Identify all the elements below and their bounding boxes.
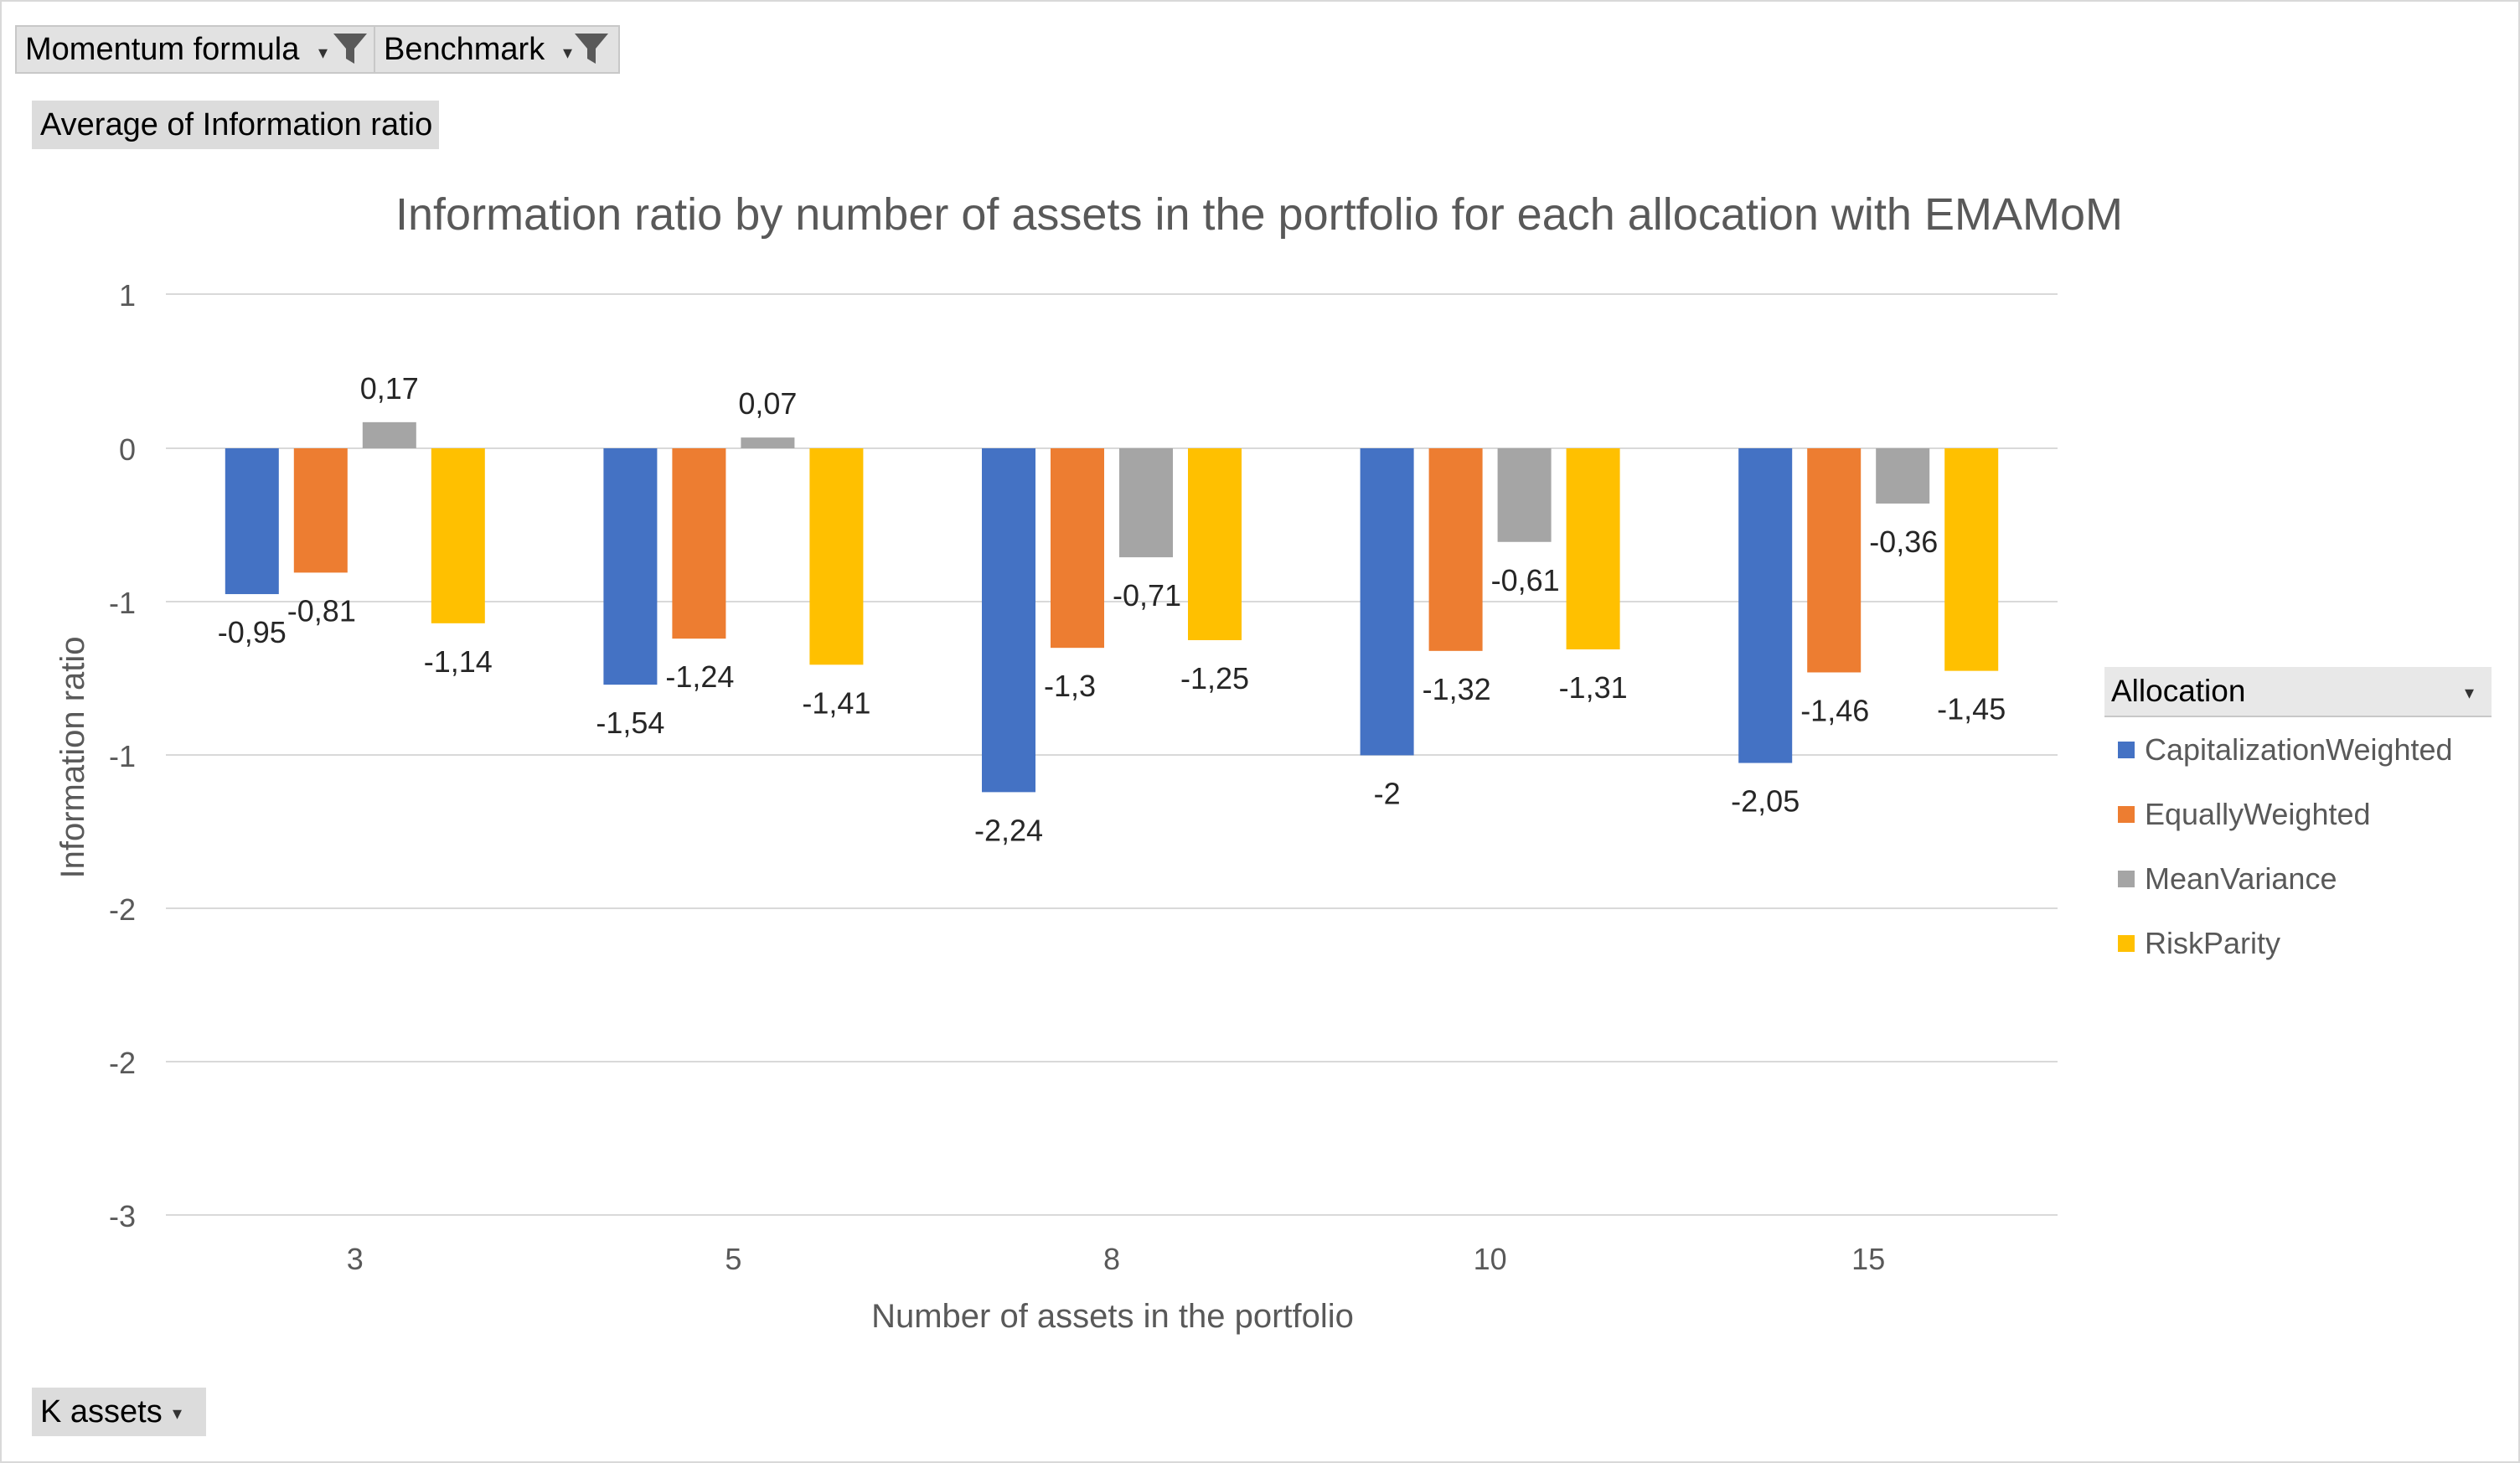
y-tick-label: -2 <box>109 892 136 927</box>
data-label: -0,36 <box>1869 525 1938 559</box>
x-tick-label: 15 <box>1851 1242 1885 1276</box>
bar[interactable] <box>1051 448 1104 649</box>
legend-swatch <box>2118 805 2135 823</box>
bar[interactable] <box>603 448 658 685</box>
data-label: -2 <box>1374 776 1401 810</box>
bar[interactable] <box>362 421 416 448</box>
bar[interactable] <box>1428 448 1483 651</box>
bar[interactable] <box>1188 448 1242 640</box>
filter-momentum-formula[interactable]: Momentum formula ▾ <box>15 25 375 74</box>
bar[interactable] <box>1119 448 1173 558</box>
legend-swatch <box>2118 870 2135 887</box>
bar[interactable] <box>1876 448 1930 504</box>
data-label: -0,61 <box>1491 563 1560 597</box>
bar[interactable] <box>1497 448 1552 542</box>
legend: Allocation ▾ CapitalizationWeighted Equal… <box>2104 667 2492 975</box>
legend-label: CapitalizationWeighted <box>2145 732 2453 767</box>
data-label: -1,14 <box>424 644 493 679</box>
data-label: -1,45 <box>1937 692 2006 726</box>
legend-label: RiskParity <box>2145 925 2281 960</box>
x-tick-label: 8 <box>1103 1242 1120 1276</box>
x-tick-label: 10 <box>1474 1242 1507 1276</box>
axis-field-button[interactable]: K assets ▾ <box>32 1388 206 1436</box>
chevron-down-icon[interactable]: ▾ <box>2465 682 2475 703</box>
chevron-down-icon[interactable]: ▾ <box>318 42 328 63</box>
chart-title: Information ratio by number of assets in… <box>395 189 2123 240</box>
chevron-down-icon[interactable]: ▾ <box>173 1403 183 1424</box>
data-label: -1,24 <box>665 659 734 694</box>
legend-field-label: Allocation <box>2111 674 2246 708</box>
data-label: -1,54 <box>596 706 664 740</box>
x-tick-label: 5 <box>725 1242 741 1276</box>
data-label: 0,17 <box>360 371 419 406</box>
legend-field-button[interactable]: Allocation ▾ <box>2104 667 2492 717</box>
y-axis-title: Information ratio <box>54 636 91 878</box>
data-label: -1,41 <box>802 685 870 720</box>
values-field-label: Average of Information ratio <box>40 106 433 142</box>
bar[interactable] <box>431 448 485 623</box>
y-tick-label: 1 <box>119 278 136 313</box>
legend-swatch <box>2118 741 2135 758</box>
chevron-down-icon[interactable]: ▾ <box>563 42 573 63</box>
bar[interactable] <box>293 448 348 573</box>
data-label: -0,81 <box>287 593 356 628</box>
legend-item[interactable]: CapitalizationWeighted <box>2104 717 2492 782</box>
data-label: -0,71 <box>1113 578 1181 613</box>
funnel-icon[interactable] <box>573 32 610 67</box>
filter-benchmark-label: Benchmark <box>384 31 545 67</box>
data-label: -2,24 <box>974 813 1043 847</box>
x-axis-title: Number of assets in the portfolio <box>871 1298 1354 1335</box>
axis-field-label: K assets <box>40 1393 163 1429</box>
bar[interactable] <box>809 448 864 665</box>
legend-label: EquallyWeighted <box>2145 796 2371 831</box>
bar[interactable] <box>1360 448 1414 756</box>
bar[interactable] <box>225 448 279 595</box>
legend-label: MeanVariance <box>2145 861 2337 896</box>
bar[interactable] <box>982 448 1035 793</box>
bar[interactable] <box>672 448 726 639</box>
filter-momentum-label: Momentum formula <box>25 31 300 67</box>
y-tick-label: -2 <box>109 1046 136 1080</box>
funnel-icon[interactable] <box>332 32 369 67</box>
legend-item[interactable]: RiskParity <box>2104 911 2492 975</box>
data-label: -1,46 <box>1800 693 1869 727</box>
legend-item[interactable]: EquallyWeighted <box>2104 782 2492 846</box>
data-label: -1,25 <box>1180 661 1249 695</box>
y-tick-label: -1 <box>109 586 136 620</box>
bar[interactable] <box>1944 448 1999 671</box>
data-label: -0,95 <box>218 615 287 649</box>
y-tick-label: -3 <box>109 1199 136 1233</box>
data-label: -1,3 <box>1044 669 1096 703</box>
data-label: -2,05 <box>1731 784 1800 819</box>
x-tick-label: 3 <box>347 1242 364 1276</box>
data-label: -1,32 <box>1423 672 1491 706</box>
data-label: -1,31 <box>1559 670 1628 705</box>
bar[interactable] <box>1738 448 1793 763</box>
bar[interactable] <box>741 437 795 448</box>
y-tick-label: -1 <box>109 739 136 773</box>
data-label: 0,07 <box>738 386 797 421</box>
bar[interactable] <box>1566 448 1620 649</box>
filter-benchmark[interactable]: Benchmark ▾ <box>374 25 620 74</box>
legend-swatch <box>2118 934 2135 952</box>
bar[interactable] <box>1807 448 1862 673</box>
legend-item[interactable]: MeanVariance <box>2104 846 2492 911</box>
values-field-button[interactable]: Average of Information ratio <box>32 101 439 149</box>
y-tick-label: 0 <box>119 432 136 467</box>
